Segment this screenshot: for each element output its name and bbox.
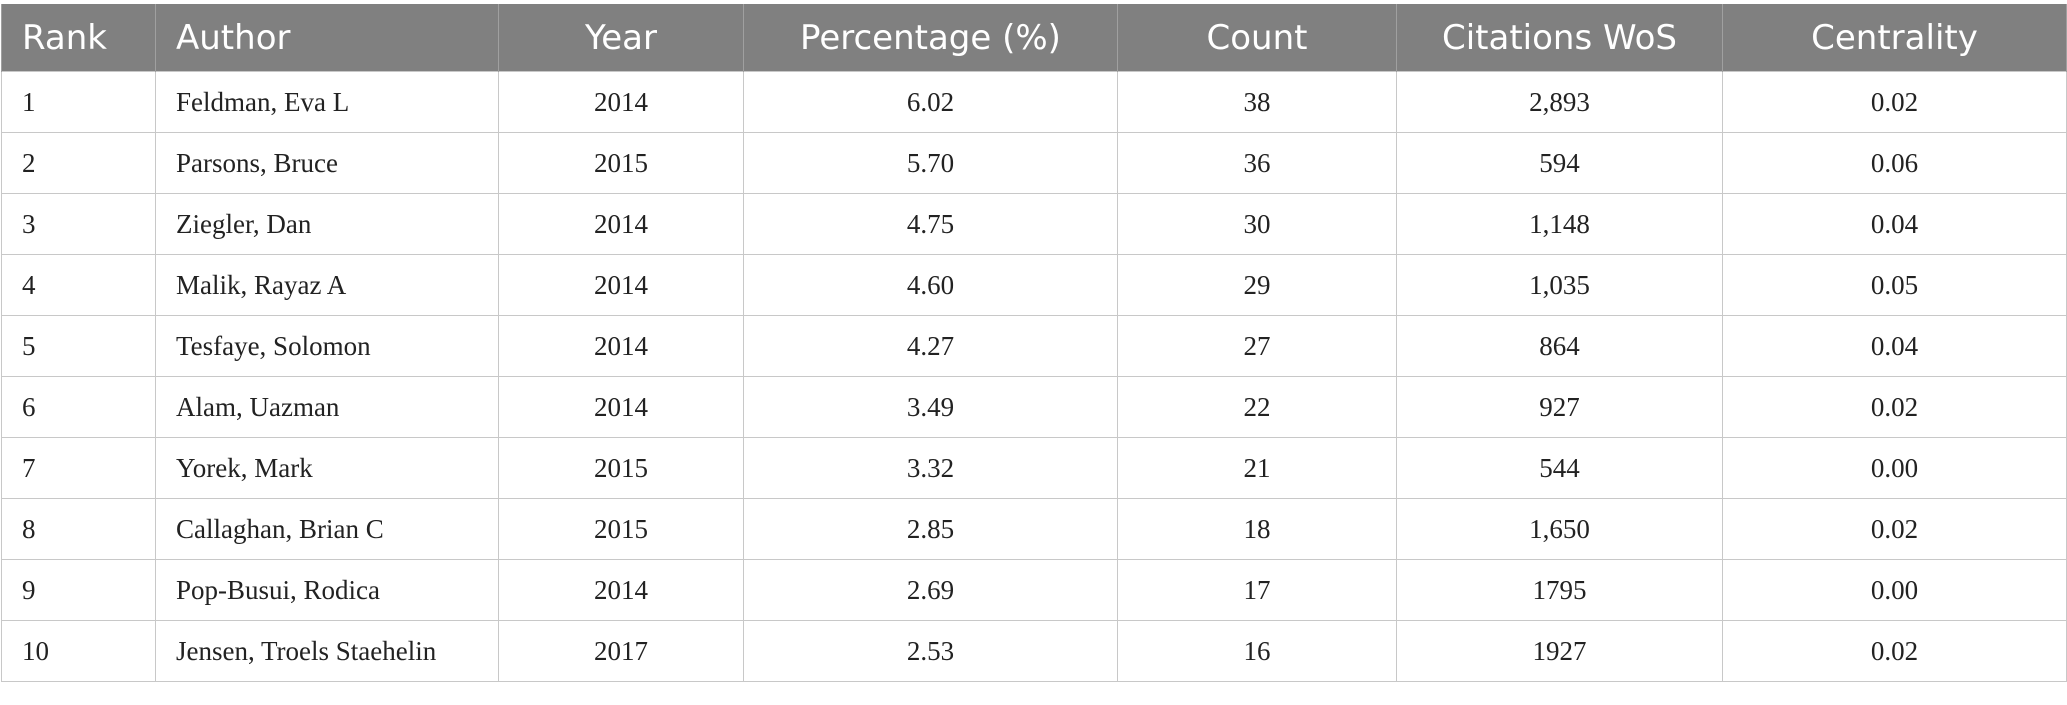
header-count: Count [1117, 4, 1397, 72]
table-row: 8 Callaghan, Brian C 2015 2.85 18 1,650 0.02 [1, 498, 2067, 560]
cell-count: 30 [1117, 193, 1397, 255]
cell-citations-wos: 864 [1396, 315, 1723, 377]
cell-percentage: 2.53 [743, 620, 1118, 682]
cell-rank: 5 [1, 315, 156, 377]
cell-author: Tesfaye, Solomon [155, 315, 499, 377]
table-row: 10 Jensen, Troels Staehelin 2017 2.53 16 1927… [1, 620, 2067, 682]
cell-centrality: 0.04 [1722, 315, 2067, 377]
cell-count: 29 [1117, 254, 1397, 316]
table-row: 5 Tesfaye, Solomon 2014 4.27 27 864 0.04 [1, 315, 2067, 377]
header-percentage: Percentage (%) [743, 4, 1118, 72]
cell-rank: 8 [1, 498, 156, 560]
cell-rank: 1 [1, 71, 156, 133]
cell-rank: 7 [1, 437, 156, 499]
cell-year: 2014 [498, 376, 744, 438]
cell-centrality: 0.02 [1722, 376, 2067, 438]
cell-rank: 2 [1, 132, 156, 194]
cell-citations-wos: 1,650 [1396, 498, 1723, 560]
cell-centrality: 0.00 [1722, 437, 2067, 499]
cell-centrality: 0.04 [1722, 193, 2067, 255]
cell-rank: 3 [1, 193, 156, 255]
cell-count: 18 [1117, 498, 1397, 560]
cell-year: 2014 [498, 193, 744, 255]
header-centrality: Centrality [1722, 4, 2067, 72]
cell-percentage: 6.02 [743, 71, 1118, 133]
cell-count: 38 [1117, 71, 1397, 133]
cell-rank: 4 [1, 254, 156, 316]
cell-centrality: 0.02 [1722, 498, 2067, 560]
cell-percentage: 4.75 [743, 193, 1118, 255]
table-row: 2 Parsons, Bruce 2015 5.70 36 594 0.06 [1, 132, 2067, 194]
cell-percentage: 4.27 [743, 315, 1118, 377]
cell-author: Callaghan, Brian C [155, 498, 499, 560]
table-row: 3 Ziegler, Dan 2014 4.75 30 1,148 0.04 [1, 193, 2067, 255]
author-table: Rank Author Year Percentage (%) Count Ci… [1, 4, 2067, 682]
cell-percentage: 3.32 [743, 437, 1118, 499]
cell-year: 2015 [498, 498, 744, 560]
cell-author: Feldman, Eva L [155, 71, 499, 133]
cell-rank: 6 [1, 376, 156, 438]
cell-centrality: 0.05 [1722, 254, 2067, 316]
cell-count: 21 [1117, 437, 1397, 499]
cell-percentage: 2.69 [743, 559, 1118, 621]
cell-count: 16 [1117, 620, 1397, 682]
header-citations-wos: Citations WoS [1396, 4, 1723, 72]
cell-year: 2014 [498, 559, 744, 621]
table-body: 1 Feldman, Eva L 2014 6.02 38 2,893 0.02 2 Parso… [1, 71, 2067, 682]
cell-author: Yorek, Mark [155, 437, 499, 499]
cell-year: 2014 [498, 71, 744, 133]
table-row: 7 Yorek, Mark 2015 3.32 21 544 0.00 [1, 437, 2067, 499]
cell-citations-wos: 594 [1396, 132, 1723, 194]
cell-citations-wos: 927 [1396, 376, 1723, 438]
cell-year: 2014 [498, 315, 744, 377]
table-row: 6 Alam, Uazman 2014 3.49 22 927 0.02 [1, 376, 2067, 438]
cell-author: Alam, Uazman [155, 376, 499, 438]
cell-count: 17 [1117, 559, 1397, 621]
cell-centrality: 0.00 [1722, 559, 2067, 621]
header-row: Rank Author Year Percentage (%) Count Ci… [1, 4, 2067, 72]
cell-centrality: 0.02 [1722, 620, 2067, 682]
cell-centrality: 0.02 [1722, 71, 2067, 133]
cell-citations-wos: 1,148 [1396, 193, 1723, 255]
table-row: 4 Malik, Rayaz A 2014 4.60 29 1,035 0.05 [1, 254, 2067, 316]
cell-citations-wos: 1927 [1396, 620, 1723, 682]
cell-centrality: 0.06 [1722, 132, 2067, 194]
cell-year: 2015 [498, 437, 744, 499]
cell-author: Jensen, Troels Staehelin [155, 620, 499, 682]
cell-percentage: 5.70 [743, 132, 1118, 194]
cell-author: Pop-Busui, Rodica [155, 559, 499, 621]
cell-rank: 9 [1, 559, 156, 621]
header-year: Year [498, 4, 744, 72]
cell-percentage: 4.60 [743, 254, 1118, 316]
cell-percentage: 3.49 [743, 376, 1118, 438]
cell-year: 2014 [498, 254, 744, 316]
cell-count: 27 [1117, 315, 1397, 377]
cell-year: 2015 [498, 132, 744, 194]
table-row: 1 Feldman, Eva L 2014 6.02 38 2,893 0.02 [1, 71, 2067, 133]
cell-rank: 10 [1, 620, 156, 682]
cell-citations-wos: 2,893 [1396, 71, 1723, 133]
cell-count: 36 [1117, 132, 1397, 194]
header-rank: Rank [1, 4, 156, 72]
table-row: 9 Pop-Busui, Rodica 2014 2.69 17 1795 0.00 [1, 559, 2067, 621]
cell-author: Ziegler, Dan [155, 193, 499, 255]
cell-count: 22 [1117, 376, 1397, 438]
header-author: Author [155, 4, 499, 72]
cell-percentage: 2.85 [743, 498, 1118, 560]
cell-citations-wos: 1795 [1396, 559, 1723, 621]
cell-year: 2017 [498, 620, 744, 682]
cell-citations-wos: 1,035 [1396, 254, 1723, 316]
cell-author: Parsons, Bruce [155, 132, 499, 194]
cell-citations-wos: 544 [1396, 437, 1723, 499]
cell-author: Malik, Rayaz A [155, 254, 499, 316]
